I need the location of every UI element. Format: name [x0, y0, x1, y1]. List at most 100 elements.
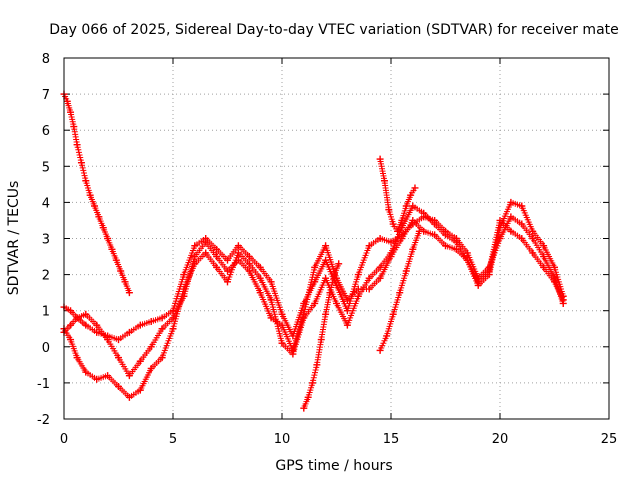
- data-point: [158, 325, 166, 333]
- data-point: [82, 321, 90, 329]
- data-point: [551, 263, 558, 271]
- data-point: [158, 314, 166, 322]
- data-point: [330, 271, 338, 279]
- data-point: [82, 310, 90, 318]
- data-point: [169, 325, 177, 333]
- y-tick-label: 4: [42, 196, 50, 211]
- data-point: [267, 314, 275, 322]
- data-point: [104, 372, 112, 380]
- data-point: [463, 256, 471, 264]
- y-tick-label: 7: [42, 88, 50, 103]
- data-point: [409, 216, 417, 224]
- grid-lines: [64, 58, 609, 419]
- x-tick-label: 0: [60, 432, 68, 447]
- series-track-c: [60, 216, 567, 380]
- data-point: [431, 220, 439, 228]
- data-point: [147, 364, 155, 372]
- data-point: [73, 141, 81, 149]
- marker-trail: [61, 91, 133, 296]
- data-point: [485, 267, 493, 275]
- data-point: [389, 220, 397, 228]
- data-point: [117, 267, 125, 275]
- data-point: [93, 328, 101, 336]
- data-point: [540, 253, 548, 261]
- data-point: [115, 354, 122, 362]
- data-point: [409, 245, 417, 253]
- data-point: [245, 260, 253, 268]
- data-point: [518, 220, 526, 228]
- data-point: [289, 346, 297, 354]
- data-point: [267, 278, 275, 286]
- data-point: [67, 336, 75, 344]
- data-point: [333, 299, 340, 307]
- y-tick-label: -2: [37, 413, 50, 428]
- data-point: [82, 177, 90, 185]
- y-tick-label: 8: [42, 52, 50, 67]
- data-point: [245, 253, 253, 261]
- series-track-b: [60, 198, 567, 401]
- x-tick-label: 10: [274, 432, 291, 447]
- data-point: [442, 231, 449, 239]
- data-point: [326, 289, 334, 297]
- x-tick-label: 15: [383, 432, 400, 447]
- data-point: [63, 97, 71, 105]
- data-point: [551, 278, 558, 286]
- series-upper-decay: [60, 90, 133, 297]
- data-point: [67, 321, 75, 329]
- data-point: [136, 386, 144, 394]
- data-point: [354, 292, 362, 300]
- data-point: [180, 271, 188, 279]
- data-point: [322, 242, 330, 250]
- series-track-e: [376, 155, 419, 235]
- data-point: [311, 299, 319, 307]
- series-track-a: [60, 213, 567, 344]
- data-point: [104, 235, 112, 242]
- data-point: [540, 242, 548, 250]
- data-point: [518, 235, 526, 242]
- data-point: [278, 339, 286, 347]
- marker-trail: [61, 213, 567, 343]
- data-point: [385, 206, 393, 214]
- data-point: [380, 177, 388, 185]
- data-point: [376, 235, 384, 242]
- data-point: [125, 372, 133, 380]
- data-point: [376, 263, 384, 271]
- data-point: [343, 307, 351, 315]
- data-point: [224, 278, 231, 286]
- data-point: [82, 368, 90, 376]
- data-point: [136, 357, 144, 365]
- y-tick-label: 1: [42, 305, 50, 320]
- data-point: [442, 242, 449, 250]
- data-point: [343, 321, 351, 329]
- data-point: [396, 289, 404, 297]
- data-point: [256, 289, 264, 297]
- data-point: [245, 267, 253, 275]
- data-point: [104, 336, 112, 344]
- data-point: [304, 393, 312, 401]
- data-point: [402, 267, 410, 275]
- data-point: [125, 328, 133, 336]
- data-point: [267, 296, 275, 304]
- data-point: [518, 202, 526, 210]
- data-point: [407, 191, 415, 199]
- data-points: [60, 90, 567, 412]
- data-point: [322, 256, 330, 264]
- data-point: [99, 224, 107, 232]
- data-point: [256, 274, 264, 282]
- data-point: [540, 263, 548, 271]
- data-point: [115, 383, 122, 391]
- y-axis-title: SDTVAR / TECUs: [6, 181, 22, 296]
- x-tick-label: 25: [601, 432, 618, 447]
- data-point: [452, 245, 460, 253]
- data-point: [147, 318, 155, 326]
- data-point: [73, 314, 81, 322]
- data-point: [112, 256, 120, 264]
- y-tick-label: 6: [42, 124, 50, 139]
- data-point: [452, 238, 460, 246]
- data-point: [411, 184, 419, 192]
- data-point: [234, 242, 242, 250]
- x-tick-label: 20: [492, 432, 509, 447]
- data-point: [415, 227, 423, 235]
- data-point: [507, 227, 515, 235]
